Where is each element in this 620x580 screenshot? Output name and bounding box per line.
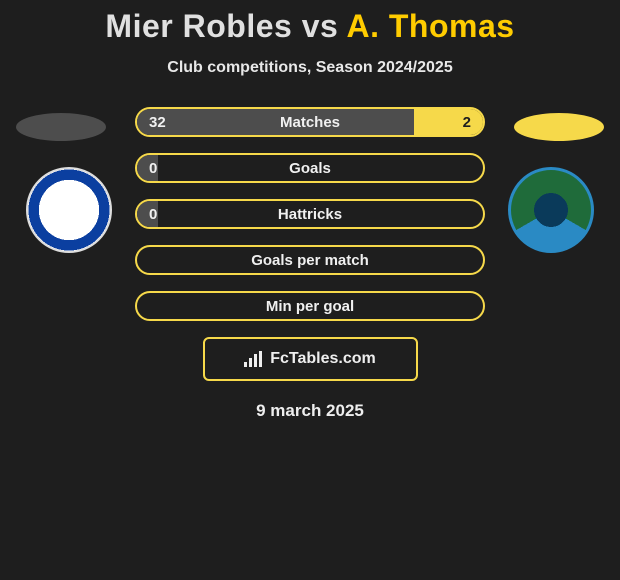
bars-icon bbox=[244, 351, 264, 367]
stat-label: Goals bbox=[137, 155, 483, 181]
stat-label: Min per goal bbox=[137, 293, 483, 319]
stat-label: Goals per match bbox=[137, 247, 483, 273]
subtitle: Club competitions, Season 2024/2025 bbox=[0, 59, 620, 77]
stat-value-left: 0 bbox=[149, 155, 157, 181]
stat-label: Matches bbox=[137, 109, 483, 135]
stat-row: Goals per match bbox=[135, 245, 485, 275]
stat-value-left: 0 bbox=[149, 201, 157, 227]
comparison-title: Mier Robles vs A. Thomas bbox=[0, 0, 620, 45]
stat-row: Matches32 2 bbox=[135, 107, 485, 137]
player2-club-badge bbox=[508, 167, 594, 253]
player1-ellipse bbox=[16, 113, 106, 141]
stat-row: Hattricks0 bbox=[135, 199, 485, 229]
vs-text: vs bbox=[302, 8, 339, 44]
player1-name: Mier Robles bbox=[105, 8, 292, 44]
stat-row: Goals0 bbox=[135, 153, 485, 183]
stat-row: Min per goal bbox=[135, 291, 485, 321]
player2-ellipse bbox=[514, 113, 604, 141]
stats-list: Matches322Goals0Hattricks0Goals per matc… bbox=[135, 107, 485, 321]
player2-name: A. Thomas bbox=[346, 8, 514, 44]
footer-date: 9 march 2025 bbox=[0, 401, 620, 421]
comparison-panel: Matches322Goals0Hattricks0Goals per matc… bbox=[0, 107, 620, 421]
stat-value-right: 2 bbox=[463, 109, 471, 135]
player1-club-badge bbox=[26, 167, 112, 253]
branding-text: FcTables.com bbox=[270, 350, 376, 368]
branding-box[interactable]: FcTables.com bbox=[203, 337, 418, 381]
stat-label: Hattricks bbox=[137, 201, 483, 227]
stat-value-left: 32 bbox=[149, 109, 166, 135]
